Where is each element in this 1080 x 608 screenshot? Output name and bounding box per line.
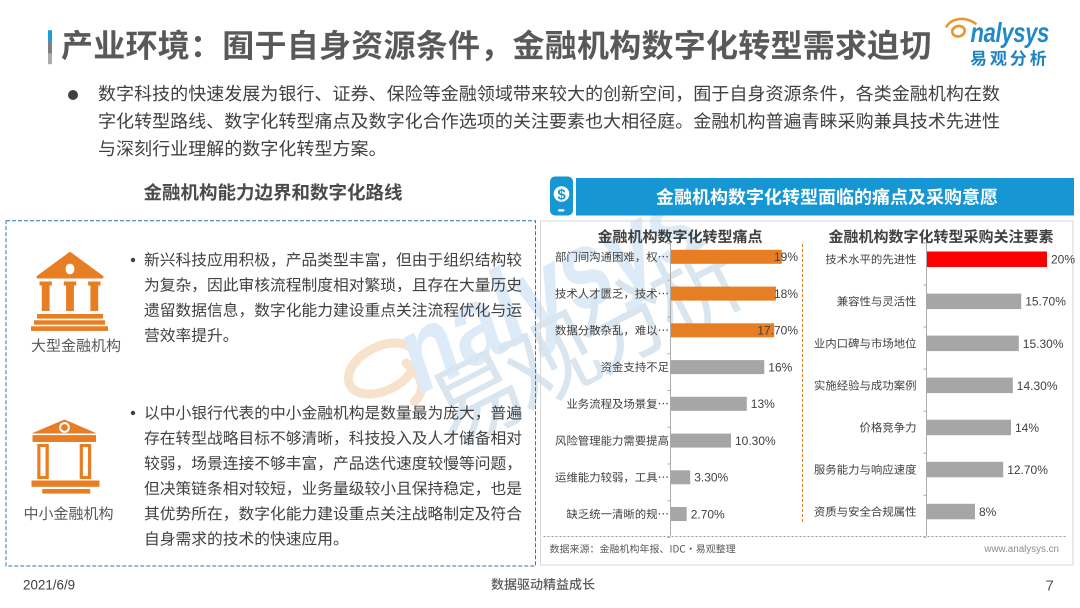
svg-text:7: 7 [1046,578,1054,595]
svg-text:18%: 18% [774,287,798,301]
svg-text:12.70%: 12.70% [1007,463,1048,477]
svg-text:3.30%: 3.30% [694,471,728,485]
svg-text:www.analysys.cn: www.analysys.cn [983,544,1059,555]
svg-text:13%: 13% [751,397,775,411]
svg-text:19%: 19% [774,250,798,264]
svg-text:10.30%: 10.30% [735,434,776,448]
svg-text:16%: 16% [768,360,792,374]
svg-text:nalysys: nalysys [971,17,1050,48]
svg-text:17.70%: 17.70% [757,324,798,338]
svg-text:2.70%: 2.70% [691,507,725,521]
svg-text:$: $ [557,186,566,203]
svg-text:14%: 14% [1015,421,1039,435]
svg-text:15.30%: 15.30% [1023,337,1064,351]
svg-text:8%: 8% [979,505,997,519]
svg-text:14.30%: 14.30% [1017,379,1058,393]
svg-text:2021/6/9: 2021/6/9 [23,578,75,593]
svg-text:20%: 20% [1051,253,1075,267]
svg-text:15.70%: 15.70% [1025,295,1066,309]
